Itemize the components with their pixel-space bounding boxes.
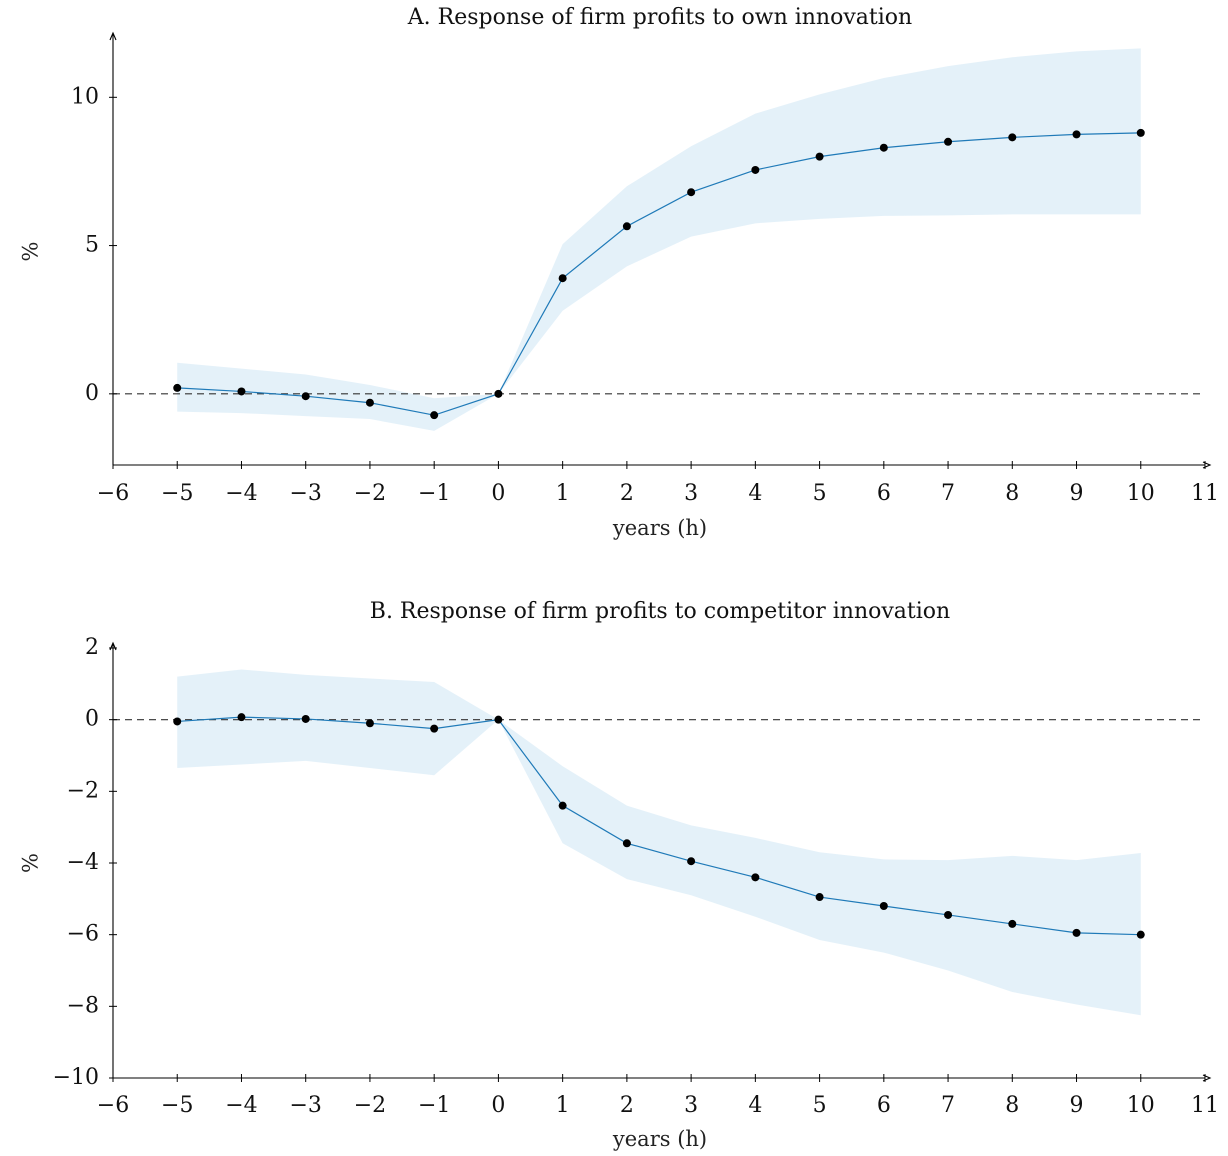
x-tick-label-a: 0 (491, 481, 505, 506)
data-point-a (1136, 128, 1145, 137)
data-point-a (430, 411, 439, 420)
data-point-a (1072, 130, 1081, 139)
y-axis-label-a: % (19, 242, 43, 262)
x-tick-label-a: 3 (684, 481, 698, 506)
y-tick-label-b: −6 (67, 922, 99, 947)
data-point-a (558, 274, 567, 283)
x-tick-label-b: 5 (813, 1093, 827, 1118)
y-tick-label-b: −8 (67, 993, 99, 1018)
x-tick-label-b: 10 (1127, 1093, 1155, 1118)
x-tick-label-a: 2 (620, 481, 634, 506)
confidence-band-a (177, 48, 1141, 431)
x-tick-label-b: 7 (941, 1093, 955, 1118)
data-point-a (622, 222, 631, 231)
chart-title-a: A. Response of firm profits to own innov… (407, 5, 912, 30)
data-point-b (237, 713, 246, 722)
x-axis-label-b: years (h) (612, 1127, 707, 1151)
x-tick-label-a: 10 (1127, 481, 1155, 506)
y-axis-label-b: % (19, 853, 43, 873)
data-point-b (1008, 919, 1017, 928)
x-tick-label-a: −3 (289, 481, 321, 506)
data-point-b (944, 910, 953, 919)
data-point-a (237, 387, 246, 396)
x-tick-label-b: −3 (289, 1093, 321, 1118)
x-tick-label-a: 9 (1070, 481, 1084, 506)
plot-area-b (113, 669, 1205, 1016)
data-point-a (751, 165, 760, 174)
data-point-b (1136, 930, 1145, 939)
x-tick-label-a: 11 (1191, 481, 1219, 506)
y-axis-arrow-a (109, 31, 117, 41)
x-tick-label-b: 3 (684, 1093, 698, 1118)
x-axis-label-a: years (h) (612, 516, 707, 540)
x-tick-label-b: 8 (1005, 1093, 1019, 1118)
plot-area-a (113, 48, 1205, 431)
x-tick-label-b: 2 (620, 1093, 634, 1118)
x-tick-label-b: 1 (556, 1093, 570, 1118)
x-tick-label-b: −1 (418, 1093, 450, 1118)
x-tick-label-a: −1 (418, 481, 450, 506)
x-tick-label-b: −6 (97, 1093, 129, 1118)
y-tick-label-b: 2 (85, 635, 99, 660)
x-tick-label-b: −4 (225, 1093, 257, 1118)
x-tick-label-a: −4 (225, 481, 257, 506)
y-tick-label-a: 5 (85, 233, 99, 258)
data-point-a (944, 137, 953, 146)
data-point-b (301, 714, 310, 723)
data-point-b (558, 801, 567, 810)
data-point-b (365, 719, 374, 728)
x-tick-label-a: −5 (161, 481, 193, 506)
x-tick-label-a: 8 (1005, 481, 1019, 506)
confidence-band-b (177, 669, 1141, 1016)
data-point-b (687, 857, 696, 866)
axes-a: −6 −5 −4 −3 −2 −1 0 1 2 3 4 5 6 7 8 9 10 11 0 5 10 (71, 31, 1219, 506)
x-tick-label-b: −2 (354, 1093, 386, 1118)
series-line-a (177, 132, 1141, 416)
data-point-a (301, 392, 310, 401)
data-point-b (1072, 928, 1081, 937)
panel-a: A. Response of firm profits to own innov… (19, 5, 1220, 540)
data-point-b (751, 873, 760, 882)
data-point-a (687, 188, 696, 197)
x-tick-label-b: 4 (748, 1093, 762, 1118)
x-tick-label-b: 11 (1191, 1093, 1219, 1118)
y-tick-label-b: −10 (53, 1065, 99, 1090)
data-point-a (879, 143, 888, 152)
data-point-a (815, 152, 824, 161)
y-tick-label-b: −4 (67, 850, 99, 875)
x-tick-label-b: 9 (1070, 1093, 1084, 1118)
x-tick-label-b: 6 (877, 1093, 891, 1118)
data-point-a (173, 383, 182, 392)
chart-title-b: B. Response of firm profits to competito… (370, 599, 950, 624)
x-tick-label-a: −2 (354, 481, 386, 506)
y-tick-label-a: 0 (85, 381, 99, 406)
data-point-b (622, 839, 631, 848)
y-tick-label-b: 0 (85, 707, 99, 732)
axes-b: −6 −5 −4 −3 −2 −1 0 1 2 3 4 5 6 7 8 9 10 11−10−8−6−4−202 (53, 635, 1219, 1118)
y-tick-label-a: 10 (71, 84, 99, 109)
data-point-b (815, 893, 824, 902)
panel-b: B. Response of firm profits to competito… (19, 599, 1220, 1151)
x-tick-label-a: 1 (556, 481, 570, 506)
x-tick-label-a: 6 (877, 481, 891, 506)
data-point-b (879, 902, 888, 910)
x-tick-label-a: 4 (748, 481, 762, 506)
data-point-a (1008, 133, 1017, 142)
y-tick-label-b: −2 (67, 778, 99, 803)
data-point-a (494, 389, 503, 398)
data-point-b (173, 717, 182, 726)
x-tick-label-a: 5 (813, 481, 827, 506)
data-point-a (365, 398, 374, 407)
x-tick-label-b: −5 (161, 1093, 193, 1118)
data-point-b (494, 715, 503, 724)
series-line-b (177, 716, 1141, 936)
x-tick-label-b: 0 (491, 1093, 505, 1118)
x-tick-label-a: −6 (97, 481, 129, 506)
x-tick-label-a: 7 (941, 481, 955, 506)
data-point-b (430, 724, 439, 733)
